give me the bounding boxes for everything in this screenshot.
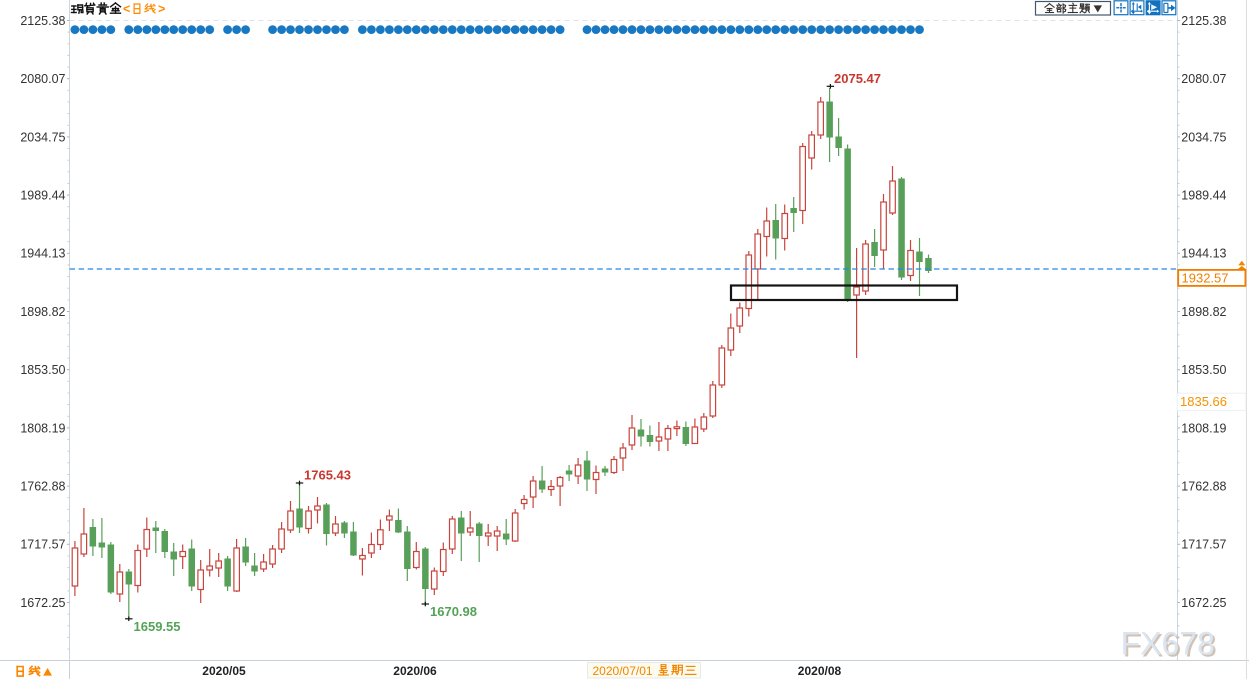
svg-text:1853.50: 1853.50 [20,363,65,377]
svg-text:2080.07: 2080.07 [20,72,65,86]
svg-text:>: > [158,2,165,16]
svg-text:1762.88: 1762.88 [1181,480,1226,494]
svg-text:2034.75: 2034.75 [1181,130,1226,144]
svg-text:1989.44: 1989.44 [1181,189,1226,203]
svg-text:1808.19: 1808.19 [20,421,65,435]
svg-text:2075.47: 2075.47 [834,71,881,86]
svg-text:1853.50: 1853.50 [1181,363,1226,377]
svg-text:2020/06: 2020/06 [393,664,437,678]
svg-text:1765.43: 1765.43 [304,468,351,483]
svg-text:1932.57: 1932.57 [1182,271,1229,286]
svg-text:2034.75: 2034.75 [20,130,65,144]
svg-text:1898.82: 1898.82 [1181,305,1226,319]
svg-text:1670.98: 1670.98 [430,604,477,619]
svg-text:1717.57: 1717.57 [20,538,65,552]
svg-text:2020/05: 2020/05 [202,664,246,678]
svg-text:1835.66: 1835.66 [1180,394,1227,409]
svg-text:2125.38: 2125.38 [1181,14,1226,28]
svg-text:1672.25: 1672.25 [20,596,65,610]
svg-text:2020/08: 2020/08 [798,664,842,678]
svg-text:1989.44: 1989.44 [20,189,65,203]
svg-text:1944.13: 1944.13 [1181,247,1226,261]
svg-text:1659.55: 1659.55 [134,619,181,634]
svg-text:FX678: FX678 [1123,628,1217,664]
svg-text:2080.07: 2080.07 [1181,72,1226,86]
svg-text:2125.38: 2125.38 [20,14,65,28]
svg-text:1672.25: 1672.25 [1181,596,1226,610]
svg-text:1944.13: 1944.13 [20,247,65,261]
svg-text:1808.19: 1808.19 [1181,421,1226,435]
svg-text:1717.57: 1717.57 [1181,538,1226,552]
svg-text:2020/07/01: 2020/07/01 [593,664,653,678]
svg-text:1762.88: 1762.88 [20,480,65,494]
svg-text:1898.82: 1898.82 [20,305,65,319]
svg-text:<: < [123,2,130,16]
svg-text:FX678: FX678 [1121,626,1215,662]
